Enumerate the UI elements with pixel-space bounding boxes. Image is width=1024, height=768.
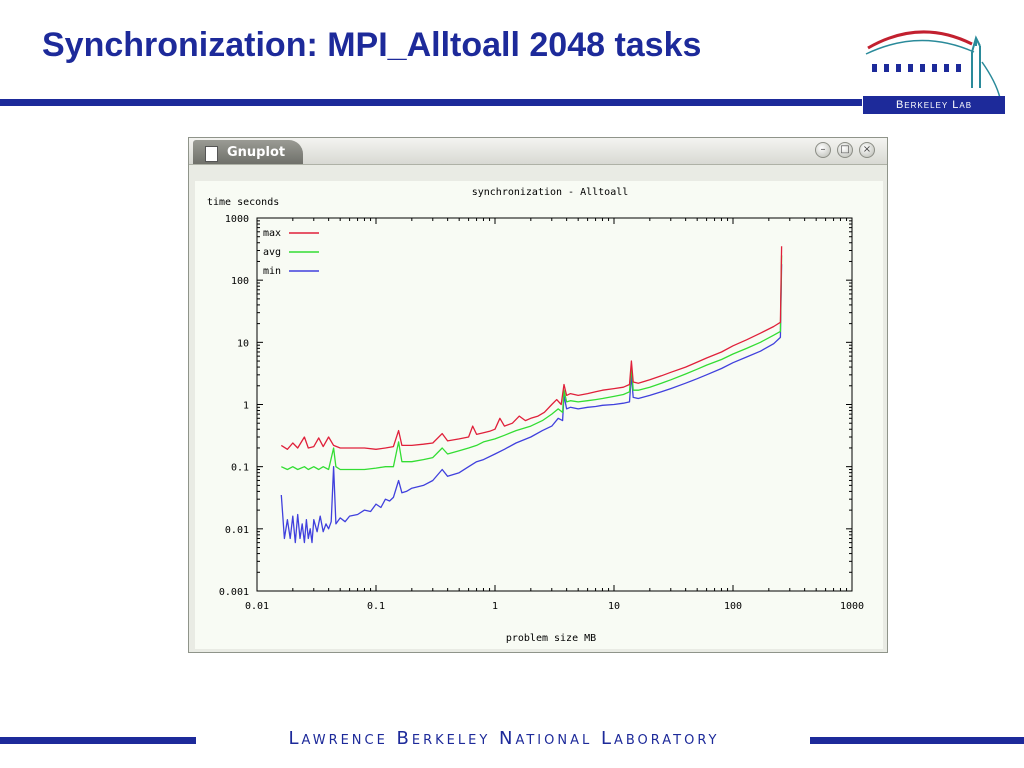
footer-rule-right	[810, 737, 1024, 744]
slide-title: Synchronization: MPI_Alltoall 2048 tasks	[42, 26, 702, 64]
y-axis-label: time seconds	[207, 197, 279, 208]
series-line-max	[280, 246, 783, 450]
y-tick-label: 100	[231, 276, 249, 287]
x-tick-label: 0.1	[367, 601, 385, 612]
x-axis-label: problem size MB	[506, 633, 596, 644]
axis-ticks: 0.01 0.1 1 10 100 1000 0.001 0.01 0.1 1 10 100 1000	[219, 214, 864, 612]
y-tick-label: 1000	[225, 214, 249, 225]
x-tick-label: 100	[724, 601, 742, 612]
close-icon[interactable]: ×	[859, 142, 875, 158]
header-rule	[0, 99, 862, 106]
y-tick-label: 0.1	[231, 463, 249, 474]
x-tick-label: 0.01	[245, 601, 269, 612]
legend: max avg min	[263, 228, 319, 277]
footer-rule-left	[0, 737, 196, 744]
series-lines	[280, 246, 783, 544]
y-tick-label: 0.01	[225, 525, 249, 536]
chart-svg: synchronization - Alltoall time seconds …	[207, 187, 864, 644]
y-tick-label: 0.001	[219, 587, 249, 598]
series-line-avg	[281, 255, 783, 471]
gnuplot-window: Gnuplot – □ × synchronization - Alltoall…	[188, 137, 888, 653]
plot-frame	[256, 217, 853, 592]
plot-canvas: synchronization - Alltoall time seconds …	[195, 181, 883, 649]
logo-label: Berkeley Lab	[863, 96, 1005, 114]
window-title-tab[interactable]: Gnuplot	[193, 140, 303, 164]
x-tick-label: 1	[492, 601, 498, 612]
legend-label-min: min	[263, 266, 281, 277]
maximize-icon[interactable]: □	[837, 142, 853, 158]
minimize-icon[interactable]: –	[815, 142, 831, 158]
footer-text: Lawrence Berkeley National Laboratory	[288, 728, 720, 749]
y-tick-label: 10	[237, 338, 249, 349]
window-titlebar[interactable]: Gnuplot – □ ×	[189, 138, 887, 165]
chart-title: synchronization - Alltoall	[472, 187, 629, 198]
document-icon	[205, 146, 218, 162]
y-tick-label: 1	[243, 401, 249, 412]
berkeley-lab-logo: Berkeley Lab	[860, 22, 1010, 122]
legend-label-avg: avg	[263, 247, 281, 258]
x-tick-label: 10	[608, 601, 620, 612]
series-line-min	[280, 264, 783, 544]
legend-label-max: max	[263, 228, 281, 239]
window-title: Gnuplot	[227, 145, 286, 160]
x-tick-label: 1000	[840, 601, 864, 612]
berkeley-lab-logo-graphic	[865, 30, 1001, 99]
